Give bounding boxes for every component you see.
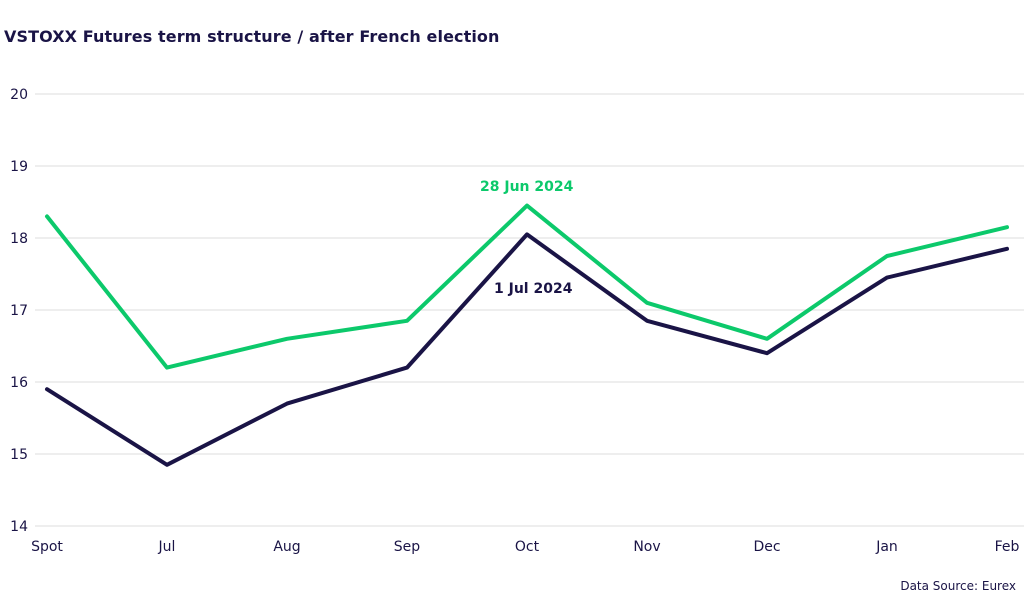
chart-title: VSTOXX Futures term structure / after Fr… [4, 27, 500, 46]
x-tick-label: Feb [995, 539, 1020, 555]
x-tick-label: Dec [753, 539, 780, 555]
y-tick-label: 17 [10, 303, 28, 319]
data-source: Data Source: Eurex [900, 579, 1016, 593]
series-label-28-jun-2024: 28 Jun 2024 [480, 179, 574, 195]
x-tick-label: Spot [31, 539, 63, 555]
y-tick-label: 18 [10, 231, 28, 247]
x-tick-label: Oct [515, 539, 540, 555]
x-tick-label: Nov [633, 539, 660, 555]
series-line-1-jul-2024 [45, 232, 1009, 467]
y-tick-label: 15 [10, 447, 28, 463]
y-tick-label: 14 [10, 519, 28, 535]
y-tick-label: 19 [10, 159, 28, 175]
series-label-1-jul-2024: 1 Jul 2024 [494, 281, 573, 297]
series-line-28-jun-2024 [45, 203, 1009, 370]
x-tick-label: Sep [394, 539, 421, 555]
y-tick-label: 20 [10, 87, 28, 103]
x-tick-label: Jul [158, 539, 176, 555]
x-tick-label: Aug [273, 539, 300, 555]
y-tick-label: 16 [10, 375, 28, 391]
x-tick-label: Jan [875, 539, 898, 555]
